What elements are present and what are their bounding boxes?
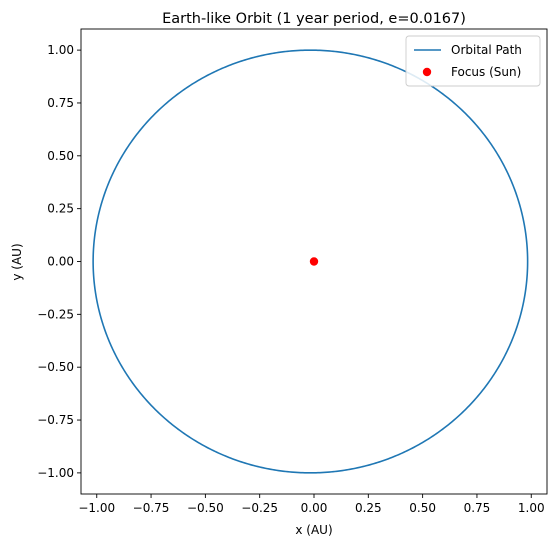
x-tick-label: −0.25 xyxy=(241,501,278,515)
x-tick-label: 0.00 xyxy=(301,501,328,515)
x-tick-label: 0.75 xyxy=(464,501,491,515)
y-tick-label: −0.75 xyxy=(37,413,74,427)
x-axis-label: x (AU) xyxy=(295,523,332,537)
legend-box xyxy=(405,35,541,87)
x-tick-label: 1.00 xyxy=(518,501,545,515)
focus-sun-marker xyxy=(309,257,319,266)
legend-focus-sun-swatch xyxy=(422,67,432,77)
y-tick-label: 1.00 xyxy=(47,43,74,57)
y-axis-label: y (AU) xyxy=(10,243,24,280)
y-tick-label: 0.50 xyxy=(47,149,74,163)
chart-title: Earth-like Orbit (1 year period, e=0.016… xyxy=(162,11,466,27)
y-axis: 1.00 0.75 0.50 0.25 0.00 −0.25 −0.50 −0.75 −1.00 xyxy=(37,43,81,480)
x-tick-label: 0.25 xyxy=(355,501,382,515)
x-tick-label: −1.00 xyxy=(78,501,115,515)
y-tick-label: −0.25 xyxy=(37,307,74,321)
x-tick-label: −0.50 xyxy=(187,501,224,515)
y-tick-label: −1.00 xyxy=(37,466,74,480)
legend: Orbital Path Focus (Sun) xyxy=(405,35,541,87)
y-tick-label: 0.00 xyxy=(47,255,74,269)
legend-focus-sun-label: Focus (Sun) xyxy=(451,65,521,79)
y-tick-label: −0.50 xyxy=(37,360,74,374)
legend-orbital-path-label: Orbital Path xyxy=(451,43,522,57)
x-axis: −1.00 −0.75 −0.50 −0.25 0.00 0.25 0.50 0.75 1.00 xyxy=(78,494,545,515)
y-tick-label: 0.25 xyxy=(47,202,74,216)
x-tick-label: 0.50 xyxy=(409,501,436,515)
y-tick-label: 0.75 xyxy=(47,96,74,110)
x-tick-label: −0.75 xyxy=(133,501,170,515)
